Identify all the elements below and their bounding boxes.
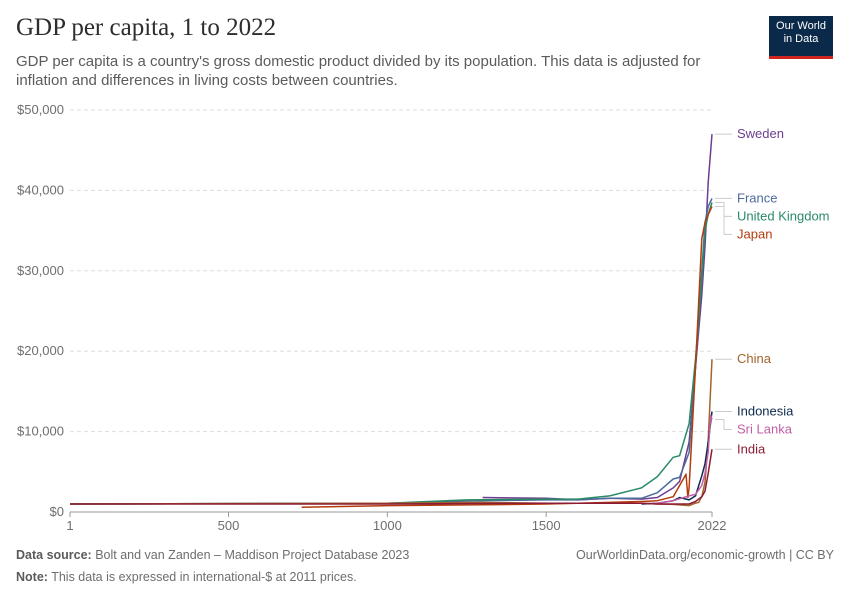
y-tick-label: $0 xyxy=(50,504,64,519)
data-note: Note: This data is expressed in internat… xyxy=(16,570,357,584)
y-tick-label: $10,000 xyxy=(17,424,64,439)
x-tick-label: 1000 xyxy=(373,518,402,533)
x-tick-label: 500 xyxy=(218,518,240,533)
x-tick-label: 1500 xyxy=(532,518,561,533)
note-text: This data is expressed in international-… xyxy=(51,570,357,584)
series-line-united-kingdom xyxy=(69,202,713,505)
y-tick-label: $20,000 xyxy=(17,343,64,358)
series-label-united-kingdom: United Kingdom xyxy=(737,208,830,223)
note-label: Note: xyxy=(16,570,48,584)
series-label-france: France xyxy=(737,190,777,205)
source-link[interactable]: OurWorldinData.org/economic-growth | CC … xyxy=(576,548,834,562)
owid-logo[interactable]: Our World in Data xyxy=(769,16,833,59)
y-tick-label: $40,000 xyxy=(17,182,64,197)
series-line-sri-lanka xyxy=(647,414,713,505)
series-label-china: China xyxy=(737,351,772,366)
chart-subtitle: GDP per capita is a country's gross dome… xyxy=(16,53,701,89)
label-connector xyxy=(715,206,732,235)
series-label-indonesia: Indonesia xyxy=(737,404,794,419)
source-text: Bolt and van Zanden – Maddison Project D… xyxy=(95,548,410,562)
series-label-sweden: Sweden xyxy=(737,126,784,141)
series-line-india xyxy=(70,449,713,505)
logo-line-2: in Data xyxy=(783,32,819,45)
series-line-china xyxy=(69,359,713,507)
source-label: Data source: xyxy=(16,548,92,562)
source-note: Data source: Bolt and van Zanden – Maddi… xyxy=(16,548,409,562)
logo-line-1: Our World xyxy=(776,20,826,32)
series-label-india: India xyxy=(737,441,766,456)
series-line-japan xyxy=(301,206,713,508)
chart-title: GDP per capita, 1 to 2022 xyxy=(16,14,277,41)
y-tick-label: $50,000 xyxy=(17,102,64,117)
series-label-sri-lanka: Sri Lanka xyxy=(737,422,793,437)
y-tick-label: $30,000 xyxy=(17,263,64,278)
series-line-france xyxy=(69,198,713,505)
series-line-sweden xyxy=(482,134,713,501)
label-connector xyxy=(715,419,732,430)
x-tick-label: 1 xyxy=(66,518,73,533)
series-label-japan: Japan xyxy=(737,226,772,241)
x-tick-label: 2022 xyxy=(698,518,727,533)
